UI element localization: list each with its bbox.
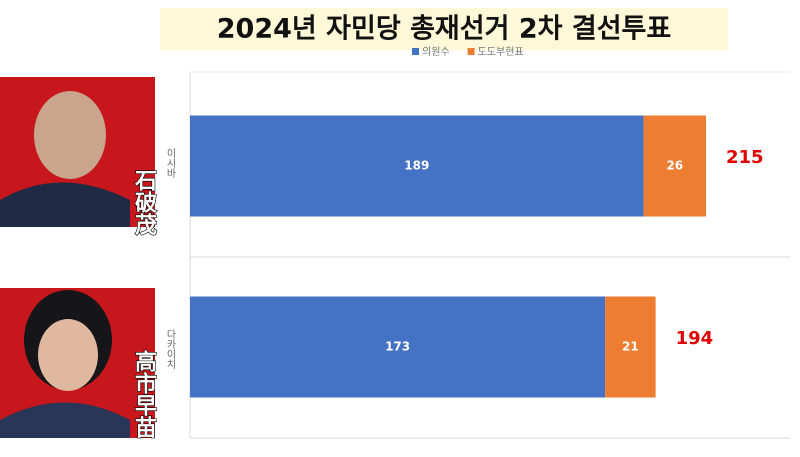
photo	[0, 77, 155, 227]
category-label: 다카이치	[164, 329, 176, 370]
bar-segment	[190, 296, 606, 398]
total-label: 194	[676, 328, 714, 349]
photo-caption: 石破茂	[131, 169, 158, 236]
bar-segment	[190, 115, 644, 217]
bar-segment	[643, 115, 706, 217]
legend-swatch	[412, 48, 419, 55]
data-label: 26	[666, 159, 683, 173]
legend-swatch	[467, 48, 475, 55]
data-label: 21	[622, 340, 639, 354]
legend-label: 의원수	[422, 46, 450, 58]
bar-segment	[605, 296, 656, 398]
data-label: 173	[385, 340, 410, 354]
data-label: 189	[404, 159, 429, 173]
legend-label: 도도부현표	[478, 46, 524, 58]
total-label: 215	[726, 147, 764, 168]
photo	[0, 288, 155, 438]
chart-title: 2024년 자민당 총재선거 2차 결선투표	[217, 14, 671, 45]
photo-caption: 高市早苗	[131, 349, 157, 438]
title-background	[160, 8, 728, 50]
category-label: 이시바	[164, 148, 176, 179]
